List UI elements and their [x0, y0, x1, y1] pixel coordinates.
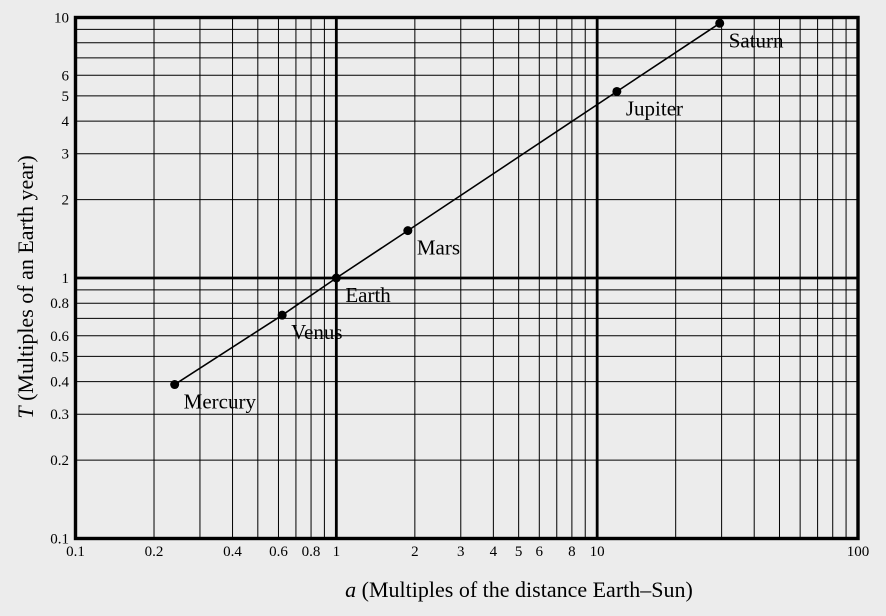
x-tick-label: 2	[411, 544, 419, 560]
y-tick-label: 0.8	[50, 296, 69, 312]
plot-border	[73, 15, 860, 541]
y-tick-label: 4	[62, 114, 70, 130]
y-tick-label: 0.5	[50, 349, 69, 365]
x-tick-label: 8	[568, 544, 576, 560]
x-tick-label: 3	[457, 544, 465, 560]
data-point-mercury	[170, 380, 180, 390]
y-tick-label: 3	[62, 147, 70, 163]
x-tick-label: 100	[847, 544, 870, 560]
x-tick-label: 5	[515, 544, 523, 560]
point-label-mars: Mars	[417, 236, 460, 260]
x-tick-label: 4	[490, 544, 498, 560]
x-axis-title: a (Multiples of the distance Earth–Sun)	[345, 577, 693, 602]
point-label-earth: Earth	[345, 283, 391, 307]
x-tick-label: 0.4	[223, 544, 242, 560]
y-tick-label: 0.3	[50, 407, 69, 423]
x-axis-variable: a	[345, 577, 356, 602]
x-tick-label: 10	[590, 544, 605, 560]
y-tick-label: 6	[62, 68, 70, 84]
y-tick-label: 2	[62, 193, 70, 209]
y-tick-label: 1	[62, 271, 70, 287]
y-tick-label: 0.1	[50, 532, 69, 548]
data-point-jupiter	[612, 86, 622, 96]
point-label-saturn: Saturn	[729, 28, 784, 52]
data-point-venus	[277, 310, 287, 320]
y-axis-variable: T	[13, 405, 38, 419]
point-label-venus: Venus	[291, 320, 342, 344]
y-tick-label: 0.2	[50, 453, 69, 469]
x-tick-label: 0.6	[269, 544, 288, 560]
x-tick-label: 6	[536, 544, 544, 560]
point-label-mercury: Mercury	[184, 390, 257, 414]
x-tick-label: 0.8	[302, 544, 321, 560]
y-tick-label: 0.4	[50, 375, 69, 391]
x-tick-labels: 0.1 0.2 0.4 0.6 0.8 1 2 3 4 5 6 8 10 100	[66, 544, 869, 560]
x-axis-title-text: (Multiples of the distance Earth–Sun)	[356, 577, 693, 602]
x-tick-label: 0.1	[66, 544, 85, 560]
y-tick-label: 10	[54, 11, 69, 27]
x-tick-label: 0.2	[145, 544, 164, 560]
point-label-jupiter: Jupiter	[626, 96, 683, 120]
y-axis-title-text: (Multiples of an Earth year)	[13, 155, 38, 406]
x-tick-label: 1	[333, 544, 341, 560]
series-line	[174, 22, 721, 386]
data-point-saturn	[715, 18, 725, 28]
y-tick-label: 0.6	[50, 329, 69, 345]
y-axis-title: T (Multiples of an Earth year)	[13, 155, 38, 418]
data-point-earth	[331, 273, 341, 283]
data-point-mars	[403, 226, 413, 236]
y-tick-labels: 10 6 5 4 3 2 1 0.8 0.6 0.5 0.4 0.3 0.2 0.1	[50, 11, 69, 548]
y-tick-label: 5	[62, 89, 70, 105]
